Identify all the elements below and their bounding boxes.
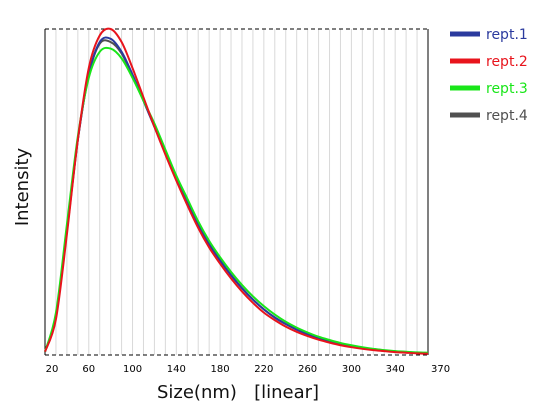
legend-label: rept.2	[486, 54, 528, 70]
x-tick-label: 220	[254, 364, 273, 375]
series-line-rept-2	[44, 27, 429, 355]
x-tick-label: 180	[211, 364, 230, 375]
x-tick-labels: 20 60 100 140 180 220 260 300 340 370	[46, 364, 450, 375]
x-tick-label: 300	[342, 364, 361, 375]
x-tick-label: 100	[123, 364, 142, 375]
x-tick-label: 140	[167, 364, 186, 375]
y-axis-title: Intensity	[12, 147, 33, 226]
x-tick-label: 60	[82, 364, 95, 375]
series-line-rept-4	[44, 39, 429, 355]
x-tick-label: 370	[431, 364, 450, 375]
legend-label: rept.4	[486, 108, 528, 124]
series-line-rept-1	[44, 36, 429, 355]
legend-label: rept.3	[486, 81, 528, 97]
series-lines	[44, 27, 429, 355]
plot-frame	[44, 28, 429, 356]
grid-lines	[55, 29, 418, 355]
legend-label: rept.1	[486, 27, 528, 43]
x-tick-label: 340	[386, 364, 405, 375]
series-line-rept-3	[44, 46, 429, 354]
x-tick-label: 20	[46, 364, 59, 375]
x-tick-label: 260	[298, 364, 317, 375]
x-axis-title: Size(nm) [linear]	[157, 382, 319, 403]
legend: rept.1 rept.2 rept.3 rept.4	[450, 27, 528, 124]
